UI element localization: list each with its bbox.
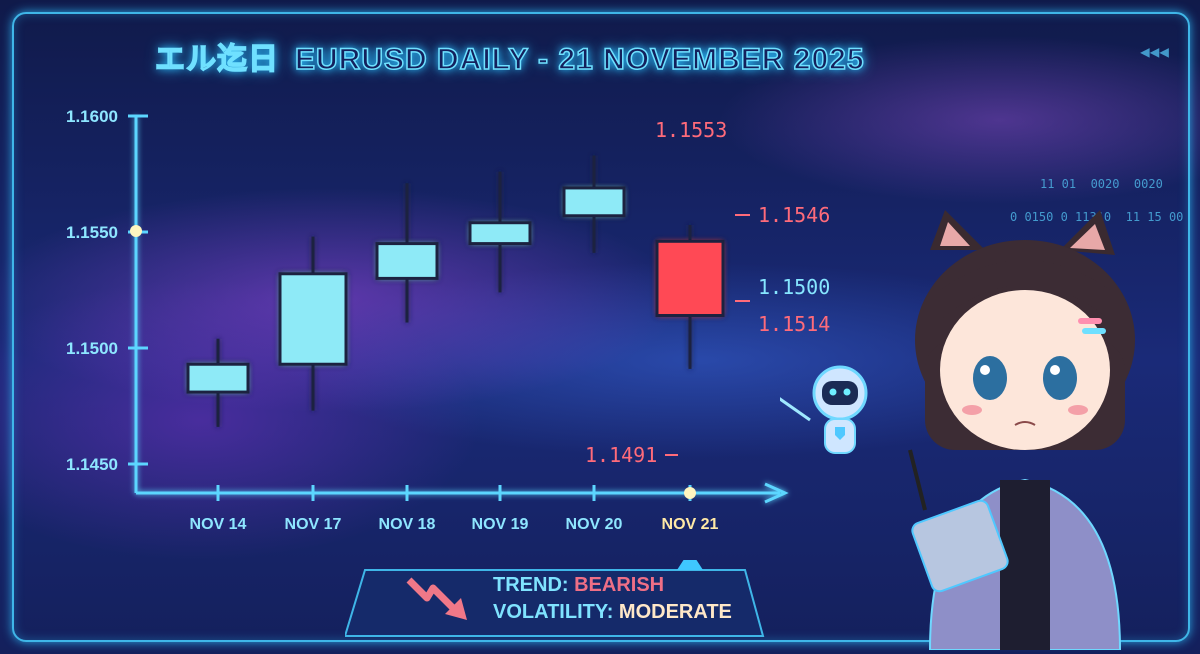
trend-value: BEARISH [574, 574, 665, 596]
title-main: EURUSD DAILY - 21 NOVEMBER 2025 [294, 42, 865, 77]
summary-panel [345, 560, 765, 637]
trend-label: TREND: [493, 574, 569, 596]
candle-nov-19 [468, 171, 532, 293]
robot-mascot [780, 365, 868, 454]
x-tick-label: NOV 18 [379, 516, 436, 533]
x-tick-label: NOV 17 [285, 516, 342, 533]
level-dot [130, 225, 142, 237]
highlight-dot [684, 487, 696, 499]
open-label: 1.1546 [758, 203, 830, 227]
close-label: 1.1514 [758, 312, 830, 336]
candle-body [468, 221, 532, 246]
candle-nov-17 [278, 236, 348, 411]
candle-body [186, 362, 250, 394]
summary-text: TREND: BEARISH VOLATILITY: MODERATE [493, 572, 732, 626]
candle-nov-21 [655, 225, 725, 369]
rewind-icon: ◀◀◀ [1140, 42, 1169, 61]
x-axis-arrow [764, 482, 789, 504]
y-tick-label: 1.1450 [66, 455, 118, 474]
candle-body [375, 242, 439, 280]
candle-nov-18 [375, 183, 439, 323]
trend-down-arrow-icon [406, 577, 467, 620]
candle-body [278, 272, 348, 366]
code-line: 11 01 0020 0020 [1040, 177, 1163, 191]
x-tick-label: NOV 21 [662, 516, 719, 533]
chart-title: エル迄日 EURUSD DAILY - 21 NOVEMBER 2025 [154, 34, 865, 78]
high-label: 1.1553 [655, 118, 727, 142]
y-tick-label: 1.1550 [66, 223, 118, 242]
candle-nov-14 [186, 338, 250, 427]
catgirl-character [908, 210, 1135, 650]
x-tick-label: NOV 19 [472, 516, 529, 533]
candle-body [562, 186, 626, 218]
x-tick-label: NOV 20 [566, 516, 623, 533]
candle-body [655, 239, 725, 318]
x-tick-label: NOV 14 [190, 516, 247, 533]
y-tick-label: 1.1600 [66, 107, 118, 126]
outer-frame [12, 12, 1190, 642]
volatility-label: VOLATILITY: [493, 601, 614, 623]
candle-nov-20 [562, 155, 626, 253]
level-label: 1.1500 [758, 275, 830, 299]
title-japanese: エル迄日 [154, 42, 279, 77]
low-label: 1.1491 [585, 443, 657, 467]
volatility-value: MODERATE [618, 601, 732, 623]
y-tick-label: 1.1500 [66, 339, 118, 358]
